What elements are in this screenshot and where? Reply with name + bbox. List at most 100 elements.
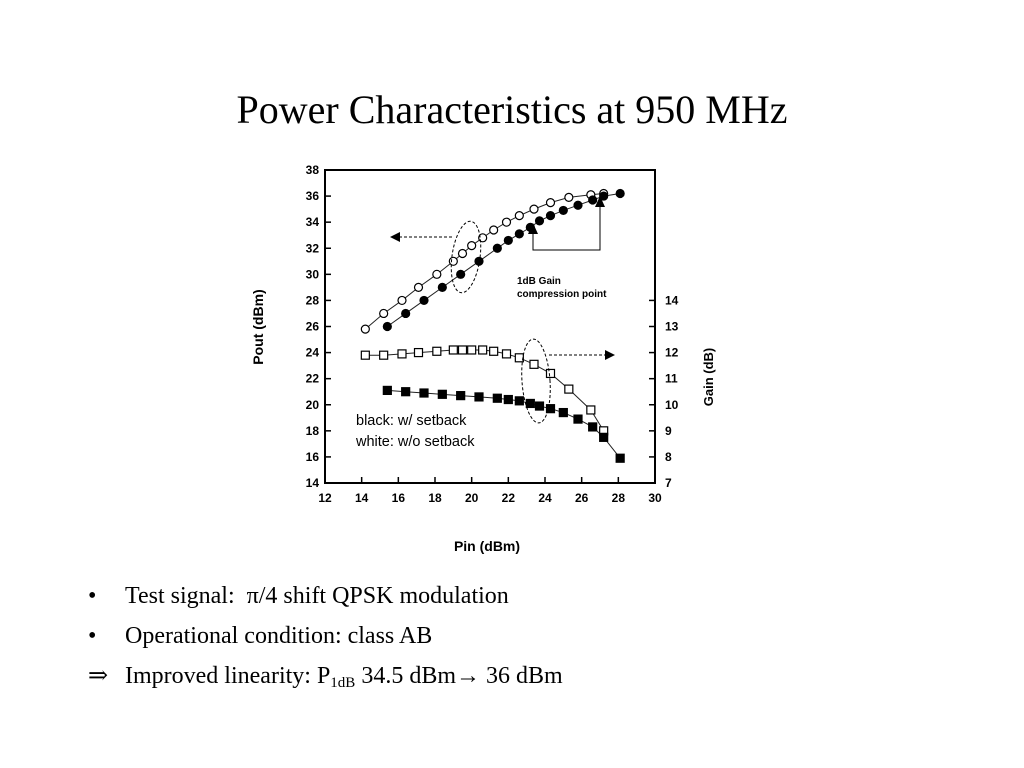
- pout-callout-ellipse: [450, 220, 482, 294]
- data-point: [382, 321, 392, 332]
- series-line: [387, 192, 621, 327]
- data-point: [501, 349, 512, 359]
- x-tick-label: 26: [575, 491, 589, 505]
- data-point: [437, 282, 447, 292]
- right-arrowhead-icon: [605, 350, 615, 360]
- y-tick-label: 22: [306, 372, 320, 386]
- data-point: [503, 235, 513, 246]
- y-tick-label: 34: [306, 215, 320, 229]
- bullet-marker: •: [88, 623, 97, 649]
- bullet-middle: 34.5 dBm: [355, 663, 456, 689]
- x-tick-label: 16: [392, 491, 406, 505]
- y2-tick-label: 10: [665, 398, 679, 412]
- data-point: [615, 453, 625, 463]
- y-axis-title: Pout (dBm): [250, 289, 266, 364]
- compression-bracket: [532, 205, 601, 251]
- data-point: [615, 188, 625, 199]
- x-tick-label: 24: [538, 491, 552, 505]
- data-point: [514, 396, 524, 406]
- data-point: [599, 432, 609, 442]
- x-tick-label: 30: [648, 491, 662, 505]
- data-point: [492, 393, 502, 403]
- y-tick-label: 26: [306, 320, 320, 334]
- data-point: [588, 195, 598, 205]
- data-point: [419, 388, 429, 398]
- data-point: [588, 422, 598, 432]
- data-point: [467, 241, 477, 251]
- gain-callout-ellipse: [521, 338, 551, 424]
- y2-tick-label: 12: [665, 346, 679, 360]
- data-point: [492, 243, 502, 253]
- data-point: [514, 353, 524, 363]
- data-point: [558, 407, 568, 418]
- data-point: [397, 349, 407, 359]
- left-arrowhead-icon: [390, 232, 400, 242]
- data-point: [489, 346, 499, 356]
- bullet-text: Improved linearity: P1dB 34.5 dBm→ 36 dB…: [125, 658, 563, 701]
- data-point: [514, 211, 524, 221]
- chart-annotations: 1dB Gain compression point black: w/ setba…: [355, 196, 615, 450]
- x-tick-label: 22: [502, 491, 516, 505]
- right-arrow-icon: →: [456, 663, 480, 689]
- x-tick-label: 14: [355, 491, 369, 505]
- compression-label-line2: compression point: [517, 289, 607, 300]
- data-point: [564, 192, 574, 202]
- bullet-suffix: 36 dBm: [480, 663, 563, 689]
- data-point: [379, 350, 389, 360]
- data-point: [413, 347, 424, 358]
- y2-axis-title: Gain (dB): [701, 348, 716, 407]
- data-point: [489, 225, 499, 235]
- up-arrowhead-icon: [595, 196, 605, 207]
- x-tick-label: 18: [428, 491, 442, 505]
- y2-tick-label: 9: [665, 424, 672, 438]
- data-point: [448, 256, 458, 266]
- data-point: [573, 414, 583, 424]
- data-point: [586, 405, 596, 415]
- data-point: [432, 269, 442, 279]
- y2-tick-label: 11: [665, 372, 678, 386]
- subscript: 1dB: [330, 675, 356, 691]
- tick-marks: [324, 169, 656, 484]
- data-point: [545, 211, 556, 221]
- data-point: [397, 295, 407, 306]
- data-point: [564, 384, 574, 394]
- data-point: [545, 404, 556, 414]
- legend-label-black: black: w/ setback: [356, 413, 467, 429]
- data-point: [379, 308, 389, 319]
- bullet-text: Operational condition: class AB: [125, 623, 433, 649]
- data-point: [401, 308, 411, 319]
- series-line: [365, 192, 604, 330]
- bullet-prefix: Improved linearity: P: [125, 663, 331, 689]
- data-point: [360, 350, 370, 360]
- data-point: [457, 345, 468, 355]
- data-point: [382, 385, 392, 396]
- tick-labels: 12 14 16 18 20 22 24 26 28 3014161820222426283032…: [306, 163, 679, 505]
- data-point: [456, 269, 466, 279]
- y2-tick-label: 14: [665, 293, 679, 307]
- y-tick-label: 38: [306, 163, 320, 177]
- y-tick-label: 18: [306, 424, 320, 438]
- data-point: [413, 282, 424, 292]
- y2-tick-label: 13: [665, 320, 679, 334]
- y2-tick-label: 8: [665, 450, 672, 464]
- y-tick-label: 28: [306, 293, 320, 307]
- data-point: [437, 389, 447, 399]
- data-point: [501, 217, 512, 227]
- data-point: [545, 368, 556, 379]
- data-point: [573, 200, 583, 210]
- y-tick-label: 14: [306, 476, 320, 490]
- y-tick-label: 32: [306, 241, 320, 255]
- series-markers: [360, 188, 625, 463]
- data-point: [529, 204, 539, 214]
- data-point: [525, 398, 535, 409]
- y-tick-label: 20: [306, 398, 320, 412]
- implies-arrow-icon: ⇒: [88, 663, 109, 689]
- data-point: [599, 191, 609, 201]
- x-axis-title: Pin (dBm): [454, 538, 520, 554]
- data-point: [432, 346, 442, 356]
- data-point: [503, 394, 513, 405]
- x-tick-label: 28: [612, 491, 626, 505]
- data-point: [545, 198, 556, 208]
- data-point: [529, 359, 539, 369]
